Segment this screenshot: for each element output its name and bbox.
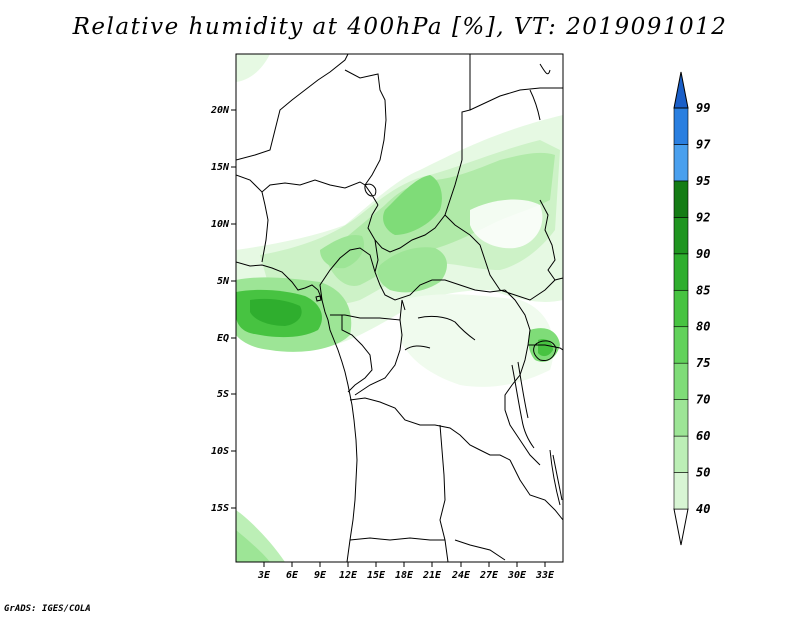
- lake-victoria: [533, 340, 557, 361]
- red-sea-coast: [529, 63, 551, 121]
- colorbar-bin: [673, 180, 689, 218]
- lon-label: 18E: [395, 570, 414, 581]
- colorbar-bin: [673, 144, 689, 182]
- colorbar-label: 40: [696, 502, 710, 516]
- coastline-west-africa: [236, 261, 358, 562]
- colorbar-bin: [673, 362, 689, 400]
- lon-label: 21E: [422, 570, 442, 581]
- humidity-shading: [236, 54, 563, 562]
- border-cameroon-south: [330, 299, 406, 321]
- colorbar-label: 50: [696, 466, 710, 480]
- border-chad-car: [374, 239, 506, 301]
- credit-text: GrADS: IGES/COLA: [4, 604, 91, 614]
- border-sudan-north: [469, 87, 563, 111]
- lon-label: 33E: [535, 570, 555, 581]
- colorbar-top-triangle: [673, 71, 689, 109]
- bioko-island: [315, 295, 322, 302]
- colorbar-label: 92: [696, 210, 710, 224]
- colorbar-label: 60: [696, 429, 710, 443]
- humidity-core-nigeria: [320, 234, 365, 269]
- border-southsudan: [499, 277, 563, 301]
- lat-label: 15N: [211, 162, 230, 173]
- border-drc-angola: [349, 397, 511, 461]
- colorbar-bin: [673, 289, 689, 328]
- humidity-congo-wash: [400, 294, 554, 387]
- humidity-white-patch: [470, 199, 543, 249]
- lake-malawi: [549, 449, 563, 506]
- border-congo-drc: [354, 319, 403, 396]
- border-niger-algeria: [344, 69, 387, 186]
- border-chad-west: [367, 159, 463, 253]
- colorbar-bin: [673, 253, 689, 291]
- lon-label: 3E: [257, 570, 271, 581]
- map-title: Relative humidity at 400hPa [%], VT: 201…: [72, 14, 728, 40]
- lat-label: 5S: [217, 389, 229, 400]
- colorbar-label: 85: [696, 283, 710, 297]
- border-mali-niger: [236, 54, 349, 161]
- border-cameroon-nigeria: [319, 247, 376, 301]
- humidity-band-upper: [325, 152, 555, 286]
- colorbar-label: 75: [696, 356, 710, 370]
- lat-label: 5N: [217, 276, 230, 287]
- humidity-nw-patch: [236, 54, 270, 82]
- congo-river: [404, 315, 476, 351]
- lake-tanganyika: [511, 361, 535, 449]
- colorbar-bin: [673, 217, 689, 255]
- border-angola-zambia: [439, 424, 449, 562]
- lon-axis: 3E 6E 9E 12E 15E 18E 21E 24E 27E 30E 33E: [257, 562, 555, 581]
- colorbar-label: 90: [696, 247, 710, 261]
- border-libya-egypt: [461, 54, 471, 160]
- lon-label: 30E: [507, 570, 527, 581]
- humidity-gulf-core-2: [250, 298, 302, 326]
- humidity-east-core: [538, 339, 553, 357]
- border-niger-nigeria: [236, 174, 379, 206]
- lake-chad: [364, 183, 377, 197]
- lon-label: 6E: [286, 570, 299, 581]
- colorbar-bin: [673, 107, 689, 145]
- border-zambia-east: [509, 459, 563, 521]
- border-zimbabwe: [454, 539, 506, 561]
- lon-label: 27E: [479, 570, 499, 581]
- border-sudan-ethiopia: [539, 199, 556, 281]
- map-frame: [235, 53, 564, 563]
- border-uganda: [528, 344, 563, 351]
- colorbar-bin: [673, 435, 689, 473]
- colorbar-bin: [673, 399, 689, 437]
- lat-label: 15S: [211, 503, 229, 514]
- lat-axis: 20N 15N 10N 5N EQ 5S 10S 15S: [210, 105, 236, 514]
- colorbar: 40 50 60 70 75 80 85 90 92 95 97 99: [673, 71, 711, 546]
- colorbar-label: 80: [696, 320, 710, 334]
- border-gabon-congo: [341, 315, 373, 393]
- colorbar-bottom-triangle: [673, 508, 689, 546]
- colorbar-label: 95: [696, 174, 710, 188]
- border-drc-east: [504, 289, 541, 466]
- border-benin-burkina: [261, 191, 269, 263]
- lat-label: 10N: [211, 219, 230, 230]
- humidity-core-chad: [383, 175, 442, 235]
- country-borders: [236, 54, 563, 562]
- lat-label: 20N: [210, 105, 230, 116]
- colorbar-label: 99: [696, 101, 710, 115]
- lon-label: 12E: [339, 570, 358, 581]
- border-angola-namibia: [349, 537, 445, 541]
- colorbar-bin: [673, 472, 689, 510]
- border-sudan-chad: [444, 214, 501, 291]
- colorbar-bin: [673, 326, 689, 364]
- colorbar-label: 70: [696, 393, 710, 407]
- humidity-sw-core: [236, 530, 270, 562]
- lat-label: 10S: [211, 446, 229, 457]
- lon-label: 24E: [451, 570, 471, 581]
- lon-label: 15E: [367, 570, 386, 581]
- lat-label: EQ: [217, 333, 229, 344]
- lon-label: 9E: [314, 570, 327, 581]
- colorbar-label: 97: [696, 137, 711, 151]
